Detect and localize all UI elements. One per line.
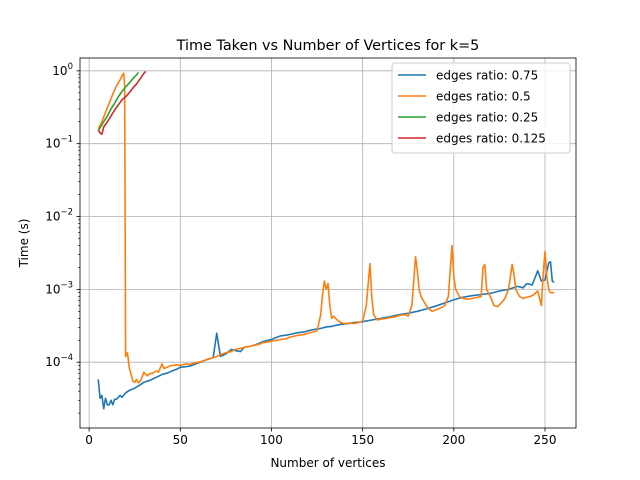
- legend-label: edges ratio: 0.125: [436, 132, 546, 146]
- y-tick-label: 10−1: [45, 135, 73, 151]
- x-axis-label: Number of vertices: [270, 456, 385, 470]
- y-tick-exponent: 0: [68, 62, 73, 72]
- series-line-1: [97, 72, 555, 384]
- chart-title: Time Taken vs Number of Vertices for k=5: [176, 38, 480, 54]
- legend: edges ratio: 0.75 edges ratio: 0.5 edges r…: [391, 62, 571, 154]
- series-line-0: [97, 260, 555, 410]
- legend-box: [391, 62, 571, 154]
- x-tick-label: 0: [85, 433, 93, 447]
- y-tick-base: 10: [45, 355, 60, 369]
- x-tick-label: 50: [173, 433, 188, 447]
- y-tick-label: 10−2: [45, 208, 73, 224]
- legend-label: edges ratio: 0.5: [436, 90, 531, 104]
- y-tick-exponent: −1: [60, 135, 73, 145]
- y-tick-exponent: −3: [60, 280, 73, 290]
- y-tick-exponent: −4: [60, 353, 73, 363]
- y-tick-base: 10: [45, 210, 60, 224]
- y-tick-base: 10: [45, 282, 60, 296]
- y-tick-base: 10: [45, 137, 60, 151]
- series-line-3: [97, 70, 147, 135]
- x-axis-ticks: 0 50 100 150 200 250: [85, 428, 556, 447]
- plot-frame: [79, 57, 577, 429]
- x-tick-label: 100: [260, 433, 283, 447]
- series-line-2: [97, 71, 139, 132]
- x-tick-label: 250: [534, 433, 557, 447]
- y-tick-label: 100: [52, 62, 73, 78]
- y-tick-exponent: −2: [60, 208, 73, 218]
- legend-label: edges ratio: 0.25: [436, 111, 538, 125]
- y-tick-label: 10−4: [45, 353, 73, 369]
- y-tick-base: 10: [52, 64, 67, 78]
- series-layer: [97, 70, 555, 410]
- x-tick-label: 150: [351, 433, 374, 447]
- y-tick-label: 10−3: [45, 280, 73, 296]
- legend-label: edges ratio: 0.75: [436, 69, 538, 83]
- x-tick-label: 200: [442, 433, 465, 447]
- y-axis-label: Time (s): [17, 219, 31, 269]
